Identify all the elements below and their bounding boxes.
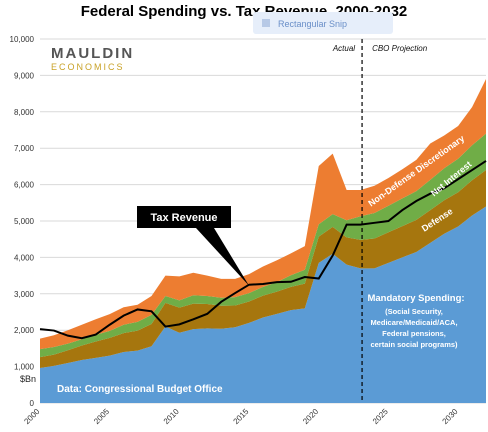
mandatory-detail-1: (Social Security, [385,307,443,316]
source-note: Data: Congressional Budget Office [57,384,223,395]
y-unit-label: $Bn [20,374,36,384]
mandatory-detail-3: Federal pensions, [382,329,446,338]
mandatory-annotation: Mandatory Spending: (Social Security, Me… [367,293,464,349]
mandatory-heading: Mandatory Spending: [367,293,464,304]
x-tick-label-0: 2000 [22,407,41,426]
y-tick-label-9: 9,000 [14,71,35,80]
x-tick-label-3: 2015 [232,407,251,426]
snip-background [253,12,393,34]
y-tick-label-10: 10,000 [10,35,35,44]
x-tick-label-1: 2005 [92,407,111,426]
logo-line2: ECONOMICS [51,62,125,72]
actual-label: Actual [332,44,355,53]
logo-line1: MAULDIN [51,45,134,62]
y-tick-label-3: 3,000 [14,290,35,299]
y-tick-label-0: 0 [30,399,35,408]
snip-label: Rectangular Snip [278,19,347,29]
x-tick-label-2: 2010 [162,407,181,426]
mandatory-detail-4: certain social programs) [370,340,458,349]
mauldin-logo: MAULDIN ECONOMICS [51,45,134,72]
mandatory-detail-2: Medicare/Medicaid/ACA, [370,318,457,327]
x-tick-label-6: 2030 [441,407,460,426]
callout-pointer [196,228,250,286]
y-tick-label-1: 1,000 [14,363,35,372]
x-tick-label-4: 2020 [301,407,320,426]
x-tick-label-5: 2025 [371,407,390,426]
tax-revenue-callout: Tax Revenue [137,206,250,286]
area-series-0 [40,206,486,403]
y-tick-label-5: 5,000 [14,217,35,226]
y-tick-label-4: 4,000 [14,253,35,262]
y-tick-label-8: 8,000 [14,108,35,117]
x-axis-ticks: 2000 2005 2010 2015 2020 2025 2030 [22,407,459,426]
callout-label: Tax Revenue [150,212,217,224]
y-tick-label-6: 6,000 [14,181,35,190]
stacked-areas [40,79,486,403]
y-tick-label-2: 2,000 [14,326,35,335]
callout-box [137,206,231,228]
projection-label: CBO Projection [372,44,428,53]
snip-icon [262,19,270,27]
y-axis-ticks: 0 1,000 2,000 3,000 4,000 5,000 6,000 7,000 8,00… [10,35,35,408]
y-tick-label-7: 7,000 [14,144,35,153]
tax-revenue-line [39,160,487,340]
area-series-1 [40,170,486,369]
rectangular-snip-overlay[interactable]: Rectangular Snip [253,12,393,34]
